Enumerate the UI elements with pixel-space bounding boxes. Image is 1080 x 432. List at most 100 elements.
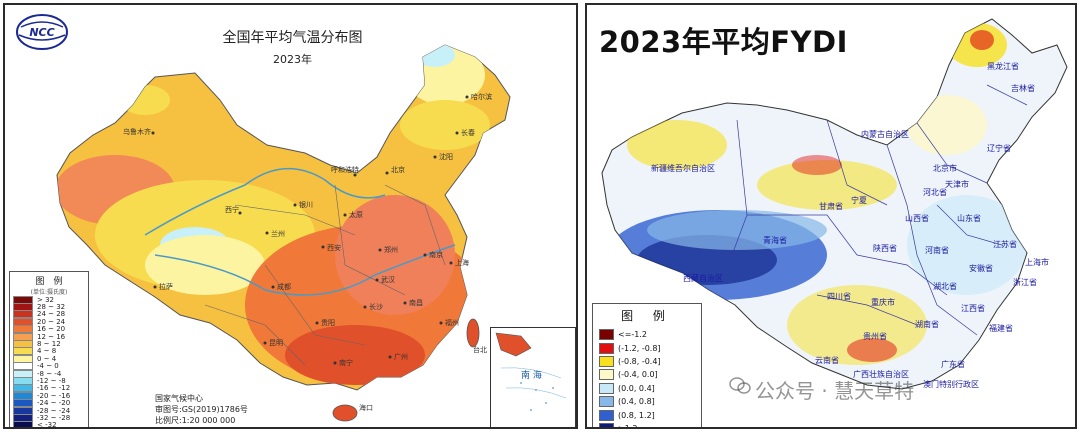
province-label: 湖北省 — [933, 282, 957, 291]
legend-label: (-1.2, -0.8] — [618, 343, 661, 353]
city-label: 南昌 — [409, 299, 423, 307]
legend-label: 4 ~ 8 — [37, 347, 57, 356]
yangtze-river — [154, 244, 456, 296]
province-label: 河南省 — [925, 246, 949, 255]
legend-swatch — [599, 422, 614, 427]
legend-label: -12 ~ -8 — [37, 377, 66, 385]
province-label: 澳门特别行政区 — [923, 380, 979, 389]
province-label: 河北省 — [923, 188, 947, 197]
province-label: 山东省 — [957, 214, 981, 223]
city-label: 贵阳 — [321, 319, 335, 327]
province-label: 新疆维吾尔自治区 — [651, 164, 715, 173]
legend-item: (0.0, 0.4] — [599, 382, 701, 395]
province-label: 陕西省 — [873, 244, 897, 253]
legend-swatch — [599, 369, 614, 381]
province-label: 北京市 — [933, 164, 957, 173]
city-label: 台北 — [473, 346, 487, 354]
city-label: 成都 — [277, 283, 291, 291]
legend-swatch — [13, 421, 33, 427]
legend-label: (0.4, 0.8] — [618, 397, 655, 407]
left-map-title: 全国年平均气温分布图 — [222, 30, 363, 46]
province-label: 内蒙古自治区 — [861, 130, 909, 139]
ncc-logo-icon: NCC — [16, 14, 68, 50]
legend-label: > 32 — [37, 295, 54, 304]
inset-svg — [495, 332, 567, 411]
city-label: 长沙 — [369, 303, 383, 311]
legend-label: 16 ~ 20 — [37, 325, 66, 334]
fydi-map-svg — [601, 18, 1068, 390]
legend-item: (0.4, 0.8] — [599, 395, 701, 408]
legend-label: >1.2 — [618, 423, 638, 429]
legend-swatch — [599, 382, 614, 394]
city-label: 海口 — [359, 404, 373, 412]
city-label: 广州 — [394, 353, 408, 361]
legend-label: -20 ~ -16 — [37, 391, 71, 400]
legend-label: -8 ~ -4 — [37, 369, 62, 378]
province-label: 浙江省 — [1013, 278, 1037, 287]
legend-swatch — [599, 396, 614, 408]
province-label: 四川省 — [827, 292, 851, 301]
province-label: 辽宁省 — [987, 144, 1011, 153]
taiwan-island — [466, 318, 480, 348]
legend-label: 0 ~ 4 — [37, 354, 57, 363]
legend-item: <=-1.2 — [599, 328, 701, 341]
left-map-subtitle: 2023年 — [273, 53, 312, 66]
city-label: 南京 — [429, 251, 443, 259]
temperature-map-panel: NCC 全国年平均气温分布图 2023年 乌鲁木齐 哈尔滨 长春 沈阳 呼和浩特… — [3, 3, 578, 429]
legend-label: -28 ~ -24 — [37, 406, 71, 415]
watermark: 公众号 · 慧天草特 — [755, 379, 915, 403]
city-label: 银川 — [299, 201, 313, 209]
fydi-legend: 图 例 <=-1.2 (-1.2, -0.8] (-0.8, -0.4] (-0.4,… — [592, 303, 702, 429]
legend-label: 12 ~ 16 — [37, 332, 66, 341]
province-label: 广西壮族自治区 — [853, 370, 909, 379]
south-china-sea-inset: 南 海 — [490, 327, 576, 427]
map-credit: 国家气候中心 审图号:GS(2019)1786号 比例尺:1:20 000 00… — [155, 393, 248, 426]
legend-label: -16 ~ -12 — [37, 384, 71, 393]
city-label: 上海 — [455, 259, 469, 267]
legend-label: 24 ~ 28 — [37, 310, 66, 319]
province-label: 宁夏 — [851, 196, 867, 205]
legend-label: 20 ~ 24 — [37, 317, 66, 326]
legend-label: < -32 — [37, 421, 57, 429]
legend-label: (-0.8, -0.4] — [618, 356, 661, 366]
legend-swatch — [599, 329, 614, 341]
city-label: 乌鲁木齐 — [123, 128, 151, 136]
province-label: 重庆市 — [871, 298, 895, 307]
legend-label: -4 ~ 0 — [37, 362, 59, 371]
legend-label: 8 ~ 12 — [37, 340, 61, 349]
legend-item: (-1.2, -0.8] — [599, 341, 701, 354]
legend-swatch — [599, 409, 614, 421]
inset-label: 南 海 — [521, 371, 542, 381]
temperature-legend: 图 例 (单位:摄氏度) > 32 28 ~ 32 24 ~ 28 20 ~ 24 16… — [9, 271, 89, 429]
city-label: 福州 — [445, 319, 459, 327]
city-label: 昆明 — [269, 339, 283, 347]
credit-line: 审图号:GS(2019)1786号 — [155, 405, 248, 414]
legend-swatch — [599, 355, 614, 367]
city-label: 呼和浩特 — [331, 166, 359, 174]
city-label: 太原 — [349, 211, 363, 219]
province-label: 黑龙江省 — [987, 62, 1019, 71]
hainan-island — [332, 404, 358, 422]
city-label: 西安 — [327, 244, 341, 252]
city-label: 沈阳 — [439, 153, 453, 161]
credit-line: 国家气候中心 — [155, 394, 203, 403]
city-label: 西宁 — [225, 206, 239, 214]
city-label: 长春 — [461, 129, 475, 137]
province-label: 吉林省 — [1011, 84, 1035, 93]
legend-swatch — [599, 342, 614, 354]
legend-item: >1.2 — [599, 422, 701, 429]
province-label: 贵州省 — [863, 332, 887, 341]
city-label: 武汉 — [381, 276, 395, 284]
legend-title: 图 例 — [35, 277, 63, 287]
province-label: 青海省 — [763, 236, 787, 245]
province-label: 江苏省 — [993, 240, 1017, 249]
province-label: 湖南省 — [915, 320, 939, 329]
city-label: 南宁 — [339, 359, 353, 367]
legend-label: <=-1.2 — [618, 330, 648, 340]
legend-label: -32 ~ -28 — [37, 413, 71, 422]
wechat-icon — [729, 377, 751, 394]
temperature-map-svg — [56, 44, 511, 422]
province-label: 甘肃省 — [819, 202, 843, 211]
legend-label: (0.0, 0.4] — [618, 383, 655, 393]
province-label: 广东省 — [941, 360, 965, 369]
